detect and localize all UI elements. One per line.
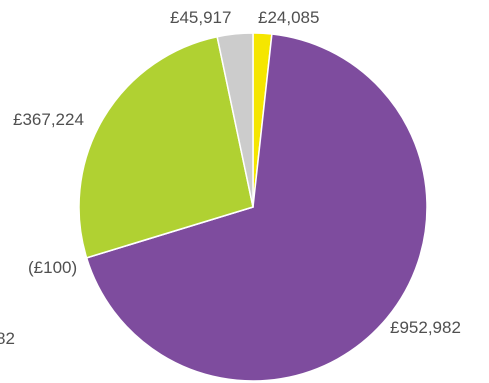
slice-label-952982: £952,982 [390,318,461,337]
pie-labels: £24,085 £952,982 (£100) £367,224 £45,917… [0,8,461,348]
clipped-slice-label: 82 [0,329,15,348]
slice-label-24085: £24,085 [258,8,319,27]
slice-label-negative-100: (£100) [28,258,77,277]
pie-slice-1 [85,33,428,382]
slice-label-45917: £45,917 [170,8,231,27]
pie-slices [78,32,428,382]
pie-slice-4 [216,32,254,208]
pie-slice-3 [78,35,254,259]
slice-label-367224: £367,224 [13,110,84,129]
